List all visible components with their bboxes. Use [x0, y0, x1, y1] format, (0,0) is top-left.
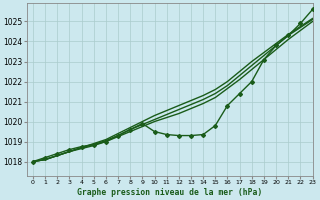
X-axis label: Graphe pression niveau de la mer (hPa): Graphe pression niveau de la mer (hPa) [77, 188, 262, 197]
